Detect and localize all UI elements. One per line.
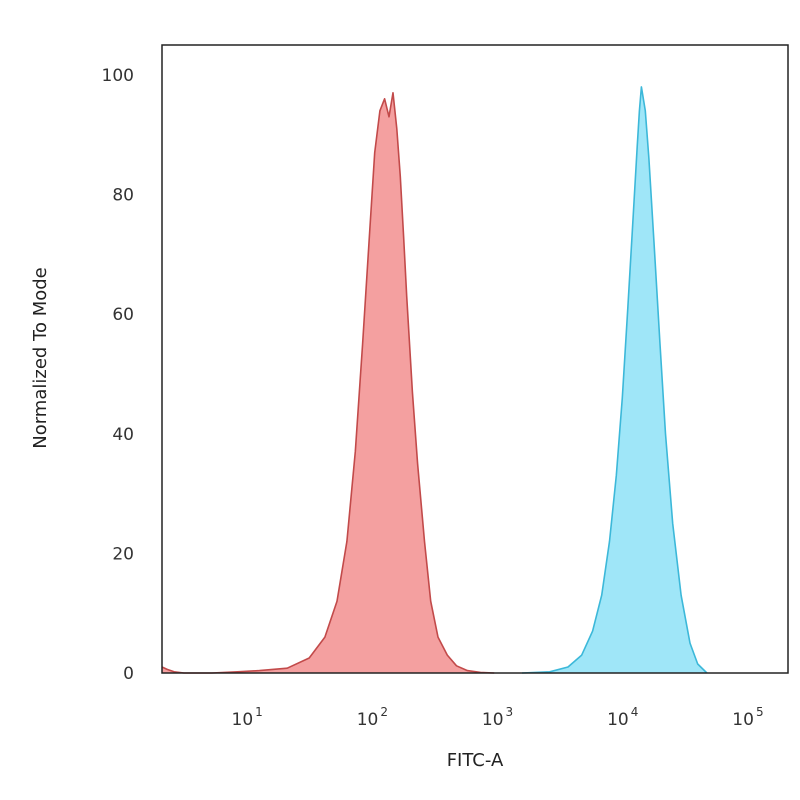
y-tick-label: 80 xyxy=(112,186,134,206)
histogram-outline-2 xyxy=(521,86,708,674)
x-tick-label: 10 1 xyxy=(232,705,263,730)
x-tick-label: 10 2 xyxy=(357,705,388,730)
x-axis-label: FITC-A xyxy=(447,750,504,771)
x-tick-label: 10 5 xyxy=(732,705,763,730)
x-tick-label: 10 3 xyxy=(482,705,513,730)
y-tick-label: 60 xyxy=(112,305,134,325)
y-axis-label: Normalized To Mode xyxy=(30,267,51,449)
histogram-outline-1 xyxy=(161,92,495,674)
x-tick-label: 10 4 xyxy=(607,705,638,730)
y-tick-label: 40 xyxy=(112,425,134,445)
y-tick-labels: 0 20 40 60 80 100 xyxy=(102,66,134,684)
histogram-area-2 xyxy=(522,86,707,673)
y-tick-label: 20 xyxy=(112,544,134,564)
histogram-area-1 xyxy=(162,92,495,674)
y-tick-label: 100 xyxy=(102,66,134,86)
y-tick-label: 0 xyxy=(123,664,134,684)
plot-frame xyxy=(161,44,789,674)
x-tick-labels: 10 1 10 2 10 3 10 4 10 5 xyxy=(232,705,764,730)
series-layer xyxy=(161,86,708,674)
